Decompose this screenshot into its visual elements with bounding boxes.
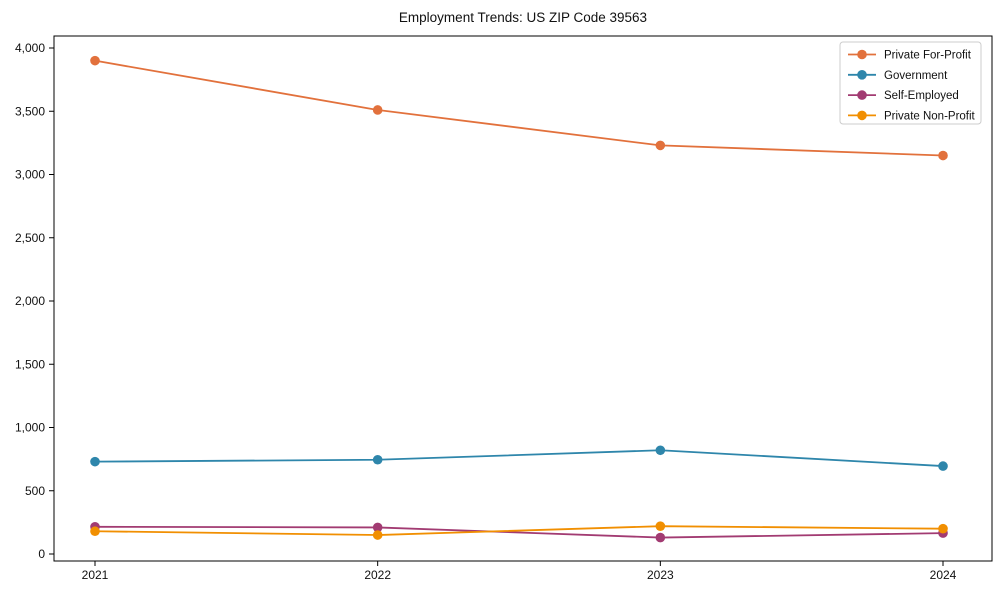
series-marker (372, 530, 383, 540)
legend-label: Government (884, 70, 948, 82)
series-marker (90, 55, 100, 66)
x-tick-label: 2021 (82, 568, 109, 582)
y-tick-label: 2,500 (15, 231, 45, 245)
legend-entry-marker (857, 90, 867, 100)
series-marker (655, 140, 666, 151)
legend-entry-marker (857, 110, 867, 121)
chart-title: Employment Trends: US ZIP Code 39563 (398, 10, 648, 25)
y-tick-label: 2,000 (15, 294, 45, 308)
series-line (94, 525, 944, 536)
plot-border (53, 35, 993, 562)
series-marker (938, 523, 948, 534)
series-marker (938, 461, 948, 471)
legend-label: Private Non-Profit (884, 110, 976, 122)
series-line (94, 59, 944, 157)
y-tick-label: 1,000 (15, 421, 45, 435)
series-marker (90, 456, 100, 467)
series-marker (372, 105, 383, 115)
y-tick-label: 3,000 (15, 168, 45, 182)
series-line (94, 525, 944, 539)
series-marker (372, 454, 383, 465)
y-tick-label: 1,500 (15, 357, 45, 371)
series-line (94, 449, 944, 467)
series-marker (372, 522, 383, 533)
series-marker (655, 445, 666, 456)
x-tick-label: 2022 (364, 568, 391, 582)
y-tick-label: 3,500 (15, 104, 45, 118)
y-tick-label: 0 (38, 547, 45, 561)
legend-label: Self-Employed (884, 90, 959, 102)
y-tick-label: 4,000 (15, 41, 45, 55)
series-marker (655, 521, 666, 531)
x-tick-label: 2024 (930, 568, 957, 582)
x-tick-label: 2023 (647, 568, 674, 582)
legend-entry-marker (857, 70, 867, 80)
legend-box (839, 41, 982, 125)
legend-entry-marker (857, 49, 867, 60)
series-marker (90, 526, 100, 537)
legend-label: Private For-Profit (884, 50, 972, 62)
series-marker (655, 532, 666, 543)
series-marker (938, 150, 948, 161)
y-tick-label: 500 (25, 484, 45, 498)
